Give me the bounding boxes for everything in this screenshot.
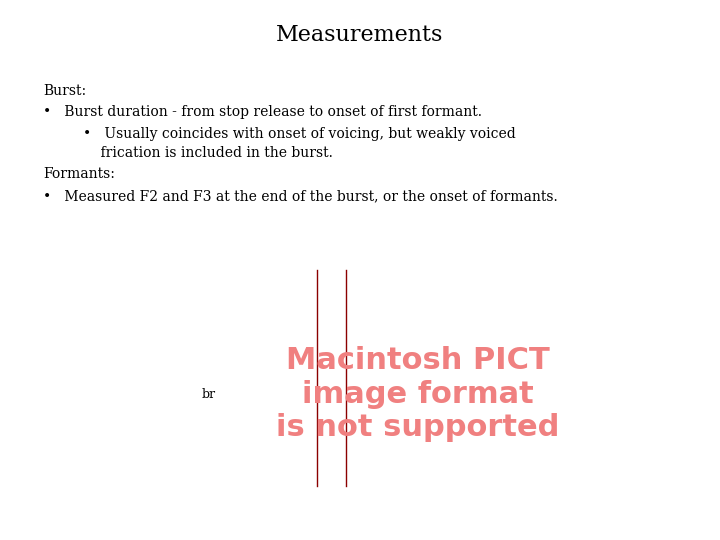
Text: Measurements: Measurements <box>276 24 444 46</box>
Text: •   Usually coincides with onset of voicing, but weakly voiced: • Usually coincides with onset of voicin… <box>83 127 516 141</box>
Text: Macintosh PICT
image format
is not supported: Macintosh PICT image format is not suppo… <box>276 346 559 442</box>
Text: frication is included in the burst.: frication is included in the burst. <box>83 146 333 160</box>
Text: •   Measured F2 and F3 at the end of the burst, or the onset of formants.: • Measured F2 and F3 at the end of the b… <box>43 189 558 203</box>
Text: br: br <box>202 388 216 401</box>
Text: •   Burst duration - from stop release to onset of first formant.: • Burst duration - from stop release to … <box>43 105 482 119</box>
Text: Burst:: Burst: <box>43 84 86 98</box>
Text: Formants:: Formants: <box>43 167 115 181</box>
